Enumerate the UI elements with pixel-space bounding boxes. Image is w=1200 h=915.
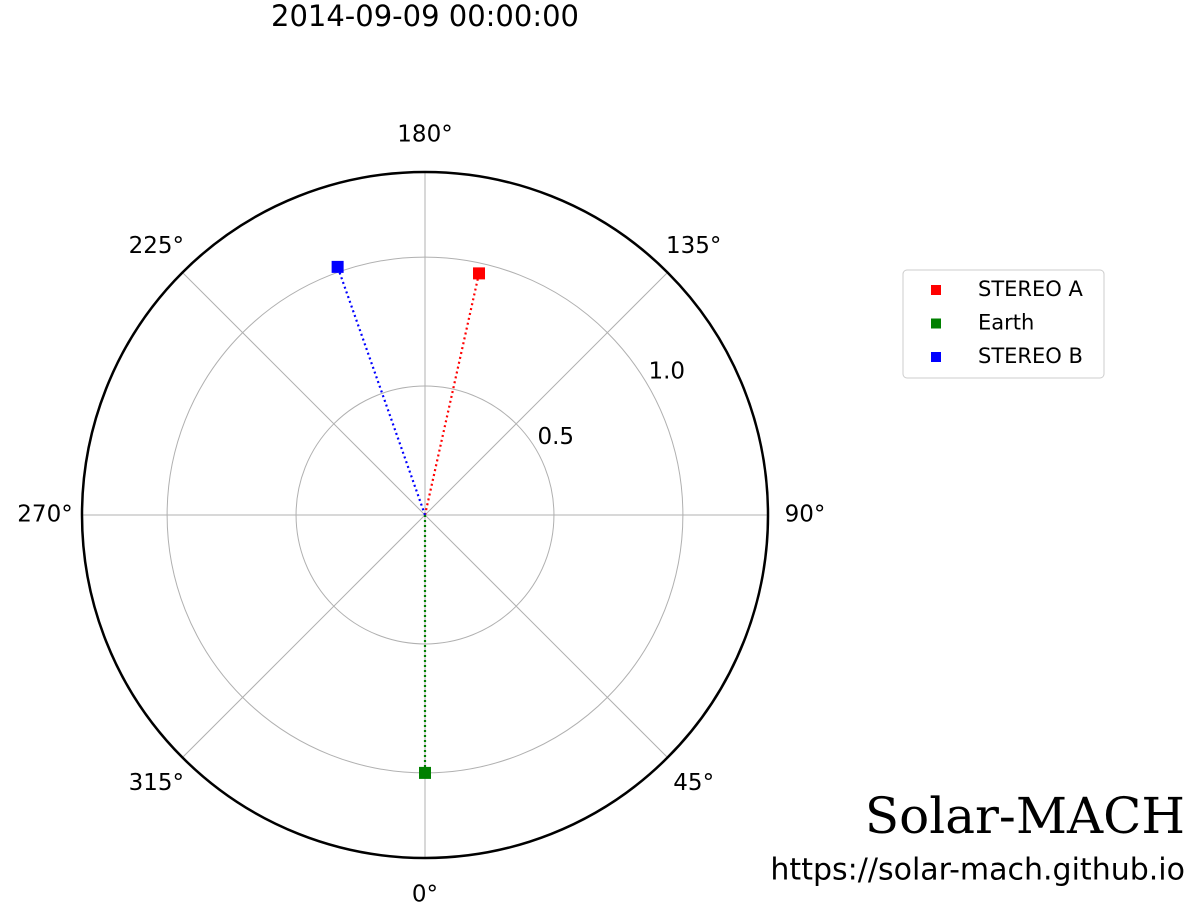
radial-line <box>423 273 481 516</box>
grid-spoke <box>424 514 668 758</box>
radius-tick-label: 0.5 <box>537 424 574 450</box>
angle-tick-label: 90° <box>785 502 826 528</box>
chart-title: 2014-09-09 00:00:00 <box>271 0 579 33</box>
legend-swatch <box>931 318 941 329</box>
angle-tick-label: 135° <box>666 233 721 259</box>
polar-frame <box>80 170 770 860</box>
angle-tick-label: 225° <box>129 233 184 259</box>
angle-tick-label: 45° <box>673 770 714 796</box>
radial-line <box>336 266 427 516</box>
angle-tick-label: 270° <box>17 502 72 528</box>
body-marker <box>331 260 344 273</box>
grid-spoke <box>182 514 426 758</box>
radius-tick-label: 1.0 <box>648 359 685 385</box>
legend-label: Earth <box>978 311 1034 335</box>
legend-label: STEREO A <box>978 277 1083 301</box>
logo: Solar-MACH <box>865 787 1185 845</box>
angle-tick-label: 0° <box>412 882 438 908</box>
angle-tick-label: 180° <box>397 122 452 148</box>
grid-ring <box>295 385 555 645</box>
body-marker <box>419 766 431 779</box>
grid-spoke <box>424 272 668 516</box>
legend-swatch <box>931 352 941 362</box>
legend-label: STEREO B <box>978 344 1083 368</box>
grid-spoke <box>182 272 426 516</box>
legend-box <box>902 269 1105 379</box>
legend: STEREO A Earth STEREO B <box>902 269 1105 379</box>
angle-tick-label: 315° <box>129 770 184 796</box>
url: https://solar-mach.github.io <box>770 853 1185 888</box>
body-marker <box>473 267 486 280</box>
legend-swatch <box>931 285 941 295</box>
